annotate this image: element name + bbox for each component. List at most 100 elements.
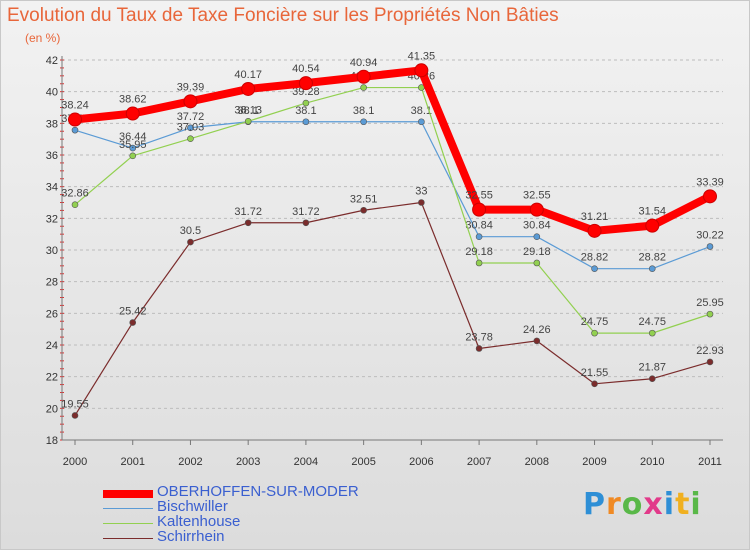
data-label-kaltenhouse: 37.03	[177, 122, 205, 134]
y-tick-label: 24	[46, 340, 58, 352]
data-point-oberhoffen-sur-moder	[68, 112, 82, 127]
data-point-bischwiller	[71, 126, 79, 134]
data-label-bischwiller: 38.1	[353, 105, 374, 117]
data-label-kaltenhouse: 38.13	[234, 104, 262, 116]
y-tick-label: 42	[46, 55, 58, 67]
x-tick-label: 2007	[467, 456, 491, 468]
data-point-kaltenhouse	[302, 99, 310, 107]
data-label-schirrhein: 21.55	[581, 367, 609, 379]
data-point-schirrhein	[648, 375, 656, 383]
data-point-kaltenhouse	[648, 329, 656, 337]
data-point-bischwiller	[360, 118, 367, 126]
legend-swatch-bischwiller	[103, 508, 153, 509]
data-label-oberhoffen-sur-moder: 41.35	[408, 50, 436, 62]
data-label-bischwiller: 37.72	[177, 111, 205, 123]
y-tick-label: 22	[46, 372, 58, 384]
legend-swatch-schirrhein	[103, 538, 153, 539]
legend: OBERHOFFEN-SUR-MODER Bischwiller Kaltenh…	[103, 483, 433, 546]
legend-item-oberhoffen: OBERHOFFEN-SUR-MODER	[103, 483, 433, 501]
y-tick-label: 36	[46, 150, 58, 162]
data-label-kaltenhouse: 29.18	[523, 246, 551, 258]
data-point-oberhoffen-sur-moder	[298, 76, 313, 91]
data-label-schirrhein: 21.87	[639, 362, 667, 374]
data-point-bischwiller	[302, 118, 310, 126]
data-label-kaltenhouse: 35.95	[119, 139, 147, 151]
data-point-schirrhein	[71, 412, 79, 419]
y-tick-label: 32	[46, 213, 58, 225]
data-label-schirrhein: 32.51	[350, 193, 378, 205]
data-point-bischwiller	[706, 243, 714, 250]
logo-letter: P	[583, 487, 606, 522]
data-point-schirrhein	[187, 238, 194, 246]
data-label-oberhoffen-sur-moder: 32.55	[465, 190, 493, 202]
y-tick-label: 20	[46, 403, 58, 415]
data-label-oberhoffen-sur-moder: 38.62	[119, 94, 147, 106]
data-label-bischwiller: 30.84	[523, 220, 551, 232]
data-label-oberhoffen-sur-moder: 40.54	[292, 63, 320, 75]
data-label-oberhoffen-sur-moder: 31.21	[581, 211, 609, 223]
proxiti-logo: Proxiti	[583, 487, 702, 522]
data-label-oberhoffen-sur-moder: 33.39	[696, 176, 724, 188]
data-point-kaltenhouse	[591, 329, 598, 337]
data-label-bischwiller: 38.1	[295, 105, 316, 117]
x-tick-label: 2001	[120, 456, 144, 468]
logo-letter: r	[606, 487, 622, 522]
data-point-schirrhein	[129, 319, 137, 326]
y-tick-label: 40	[46, 87, 58, 99]
data-point-schirrhein	[360, 206, 367, 214]
data-point-kaltenhouse	[71, 201, 79, 209]
data-point-kaltenhouse	[360, 84, 367, 91]
data-point-kaltenhouse	[187, 135, 194, 142]
y-tick-label: 34	[46, 182, 58, 194]
data-label-kaltenhouse: 39.28	[292, 86, 320, 98]
data-label-bischwiller: 30.84	[465, 220, 493, 232]
legend-item-kaltenhouse: Kaltenhouse	[103, 513, 433, 531]
legend-label-oberhoffen: OBERHOFFEN-SUR-MODER	[157, 483, 359, 500]
data-label-bischwiller: 38.1	[411, 105, 432, 117]
data-point-bischwiller	[648, 265, 656, 272]
chart-title: Evolution du Taux de Taxe Foncière sur l…	[7, 5, 559, 26]
data-point-bischwiller	[187, 124, 194, 132]
data-point-oberhoffen-sur-moder	[587, 223, 602, 238]
data-point-oberhoffen-sur-moder	[414, 63, 429, 78]
data-point-bischwiller	[533, 233, 541, 240]
legend-label-bischwiller: Bischwiller	[157, 498, 228, 515]
data-label-kaltenhouse: 29.18	[465, 246, 493, 258]
y-tick-label: 38	[46, 118, 58, 130]
data-label-schirrhein: 30.5	[180, 225, 201, 237]
series-line-kaltenhouse	[74, 86, 711, 334]
data-point-schirrhein	[706, 358, 714, 366]
data-point-oberhoffen-sur-moder	[183, 94, 198, 109]
data-label-oberhoffen-sur-moder: 39.39	[177, 81, 205, 93]
series-line-bischwiller	[74, 121, 711, 270]
x-tick-label: 2010	[640, 456, 664, 468]
data-point-oberhoffen-sur-moder	[125, 106, 140, 121]
data-label-bischwiller: 38.1	[237, 105, 258, 117]
series-line-oberhoffen-sur-moder	[71, 66, 714, 235]
data-label-schirrhein: 33	[415, 186, 427, 198]
data-point-bischwiller	[418, 118, 425, 126]
data-label-schirrhein: 23.78	[465, 331, 493, 343]
x-tick-label: 2005	[351, 456, 375, 468]
data-label-bischwiller: 30.22	[696, 230, 724, 242]
x-tick-label: 2009	[582, 456, 606, 468]
data-point-oberhoffen-sur-moder	[529, 202, 544, 217]
data-label-schirrhein: 19.55	[61, 398, 89, 410]
data-point-schirrhein	[418, 199, 425, 206]
y-tick-label: 18	[46, 435, 58, 447]
data-label-kaltenhouse: 24.75	[581, 316, 609, 328]
data-point-kaltenhouse	[475, 259, 483, 267]
chart-unit: (en %)	[25, 31, 61, 45]
data-label-oberhoffen-sur-moder: 40.17	[234, 69, 262, 81]
data-label-bischwiller: 36.44	[119, 131, 147, 143]
x-tick-label: 2003	[236, 456, 260, 468]
series-line-schirrhein	[74, 201, 711, 417]
data-point-kaltenhouse	[129, 152, 137, 160]
legend-label-schirrhein: Schirrhein	[157, 528, 225, 545]
legend-label-kaltenhouse: Kaltenhouse	[157, 513, 241, 530]
data-label-schirrhein: 31.72	[234, 206, 262, 218]
x-tick-label: 2008	[525, 456, 549, 468]
data-point-oberhoffen-sur-moder	[356, 69, 371, 84]
data-point-bischwiller	[475, 233, 483, 240]
logo-letter: i	[690, 487, 702, 522]
